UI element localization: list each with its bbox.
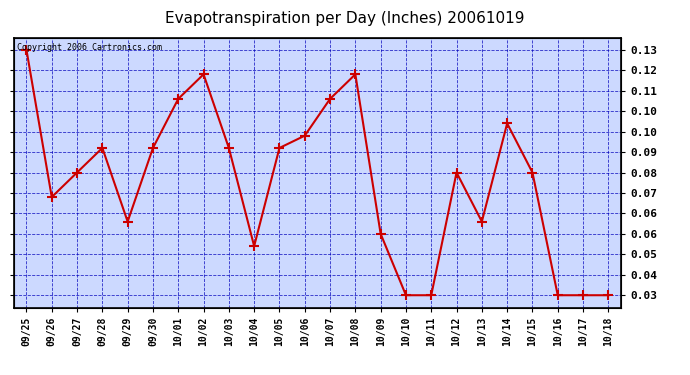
- Text: Copyright 2006 Cartronics.com: Copyright 2006 Cartronics.com: [17, 43, 162, 52]
- Text: Evapotranspiration per Day (Inches) 20061019: Evapotranspiration per Day (Inches) 2006…: [165, 11, 525, 26]
